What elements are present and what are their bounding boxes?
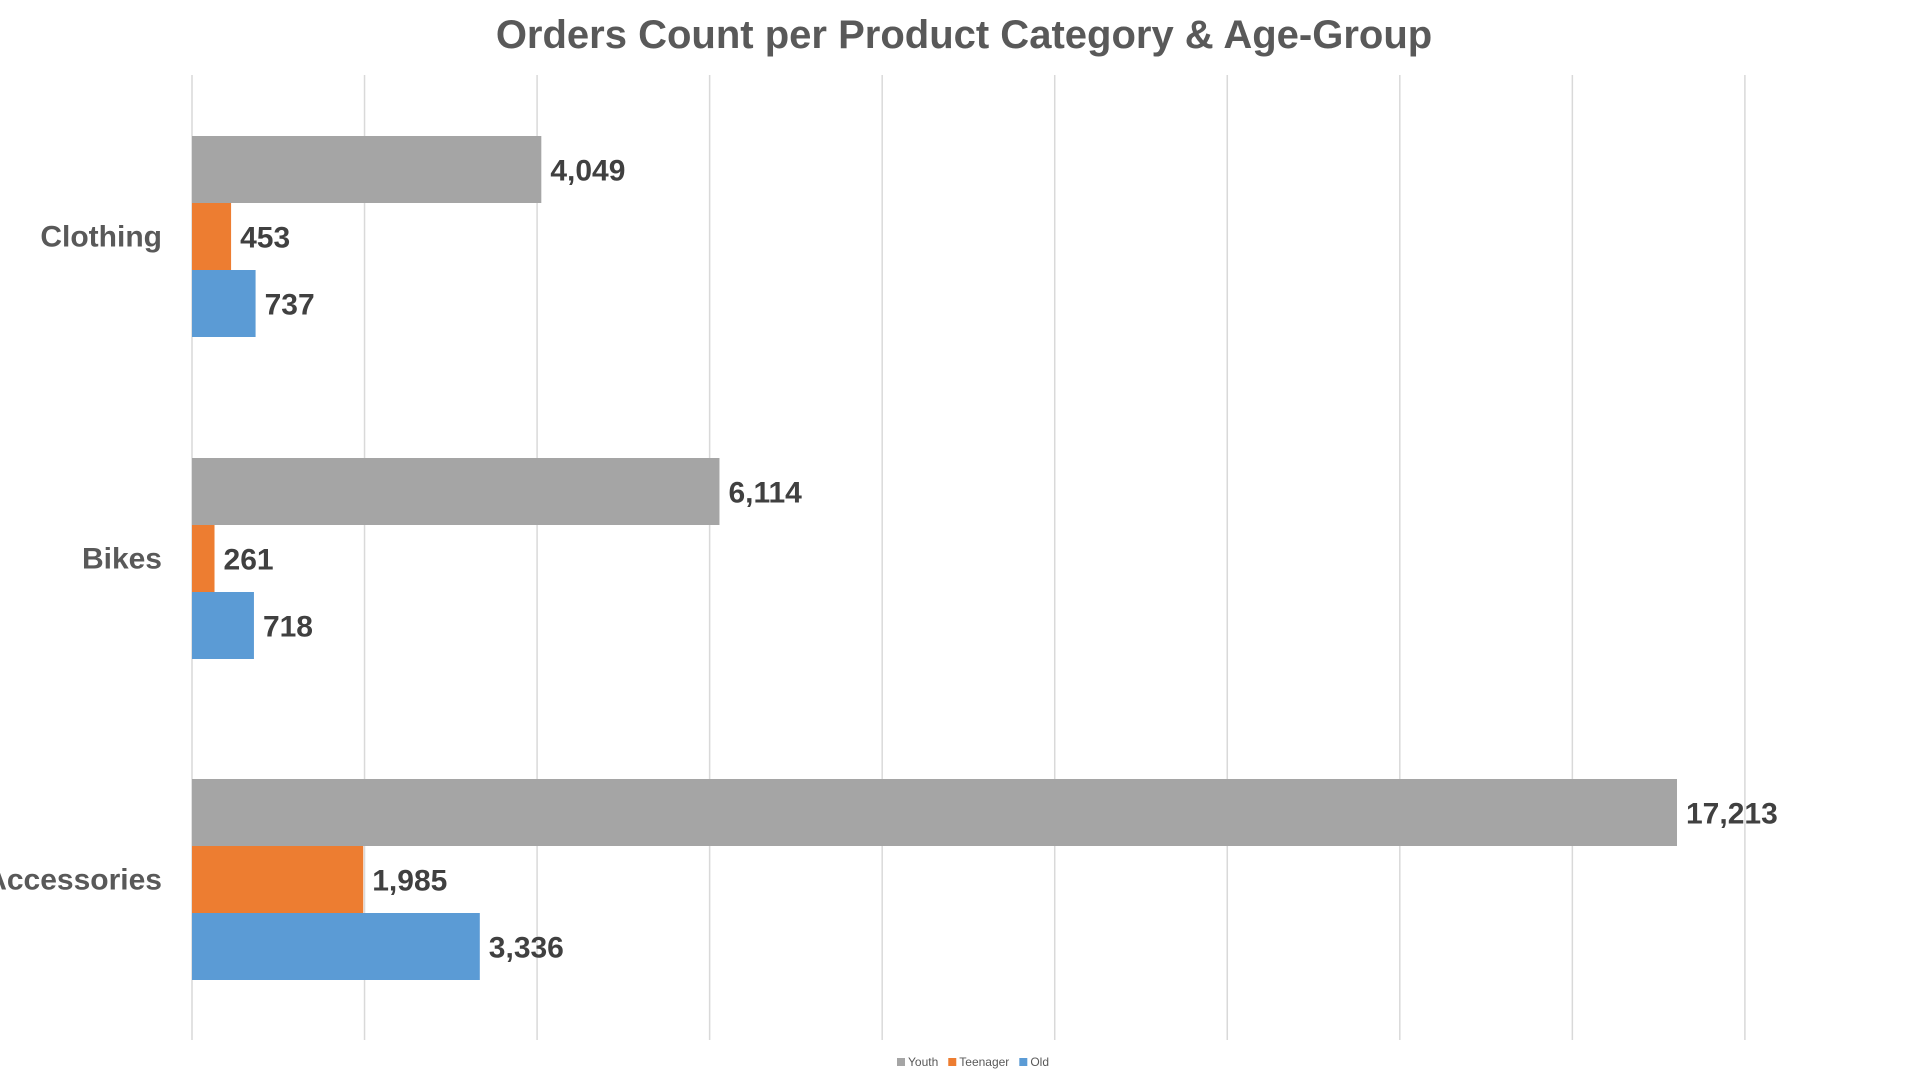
bar-old-clothing <box>192 270 256 337</box>
legend-swatch <box>897 1058 905 1066</box>
bar-teenager-accessories <box>192 846 364 913</box>
bar-teenager-clothing <box>192 203 232 270</box>
data-label: 3,336 <box>489 932 564 965</box>
data-label: 453 <box>240 222 290 255</box>
legend-swatch <box>948 1058 957 1066</box>
data-label: 718 <box>263 611 313 644</box>
category-axis: Clothing Bikes Accessories <box>0 221 162 897</box>
category-label: Clothing <box>40 221 162 254</box>
bar-teenager-bikes <box>192 525 215 592</box>
legend-label: Teenager <box>959 1055 1009 1069</box>
legend: Youth Teenager Old <box>897 1055 1049 1069</box>
bar-youth-clothing <box>192 136 542 203</box>
gridlines <box>191 75 1746 1040</box>
legend-label: Youth <box>908 1055 938 1069</box>
chart-title: Orders Count per Product Category & Age-… <box>496 13 1432 57</box>
legend-label: Old <box>1030 1055 1049 1069</box>
bars <box>192 136 1677 980</box>
data-label: 1,985 <box>372 865 447 898</box>
data-label: 261 <box>224 544 274 577</box>
data-label: 17,213 <box>1686 798 1778 831</box>
category-label: Accessories <box>0 864 162 897</box>
category-label: Bikes <box>82 543 162 576</box>
bar-youth-bikes <box>192 458 720 525</box>
bar-youth-accessories <box>192 779 1677 846</box>
data-label: 6,114 <box>728 477 802 510</box>
bar-old-accessories <box>192 913 480 980</box>
data-labels: 4,049 453 737 6,114 261 718 17,213 1,985 3,336 <box>224 155 1778 965</box>
legend-swatch <box>1019 1058 1028 1066</box>
data-label: 4,049 <box>550 155 625 188</box>
data-label: 737 <box>265 289 315 322</box>
bar-old-bikes <box>192 592 254 659</box>
